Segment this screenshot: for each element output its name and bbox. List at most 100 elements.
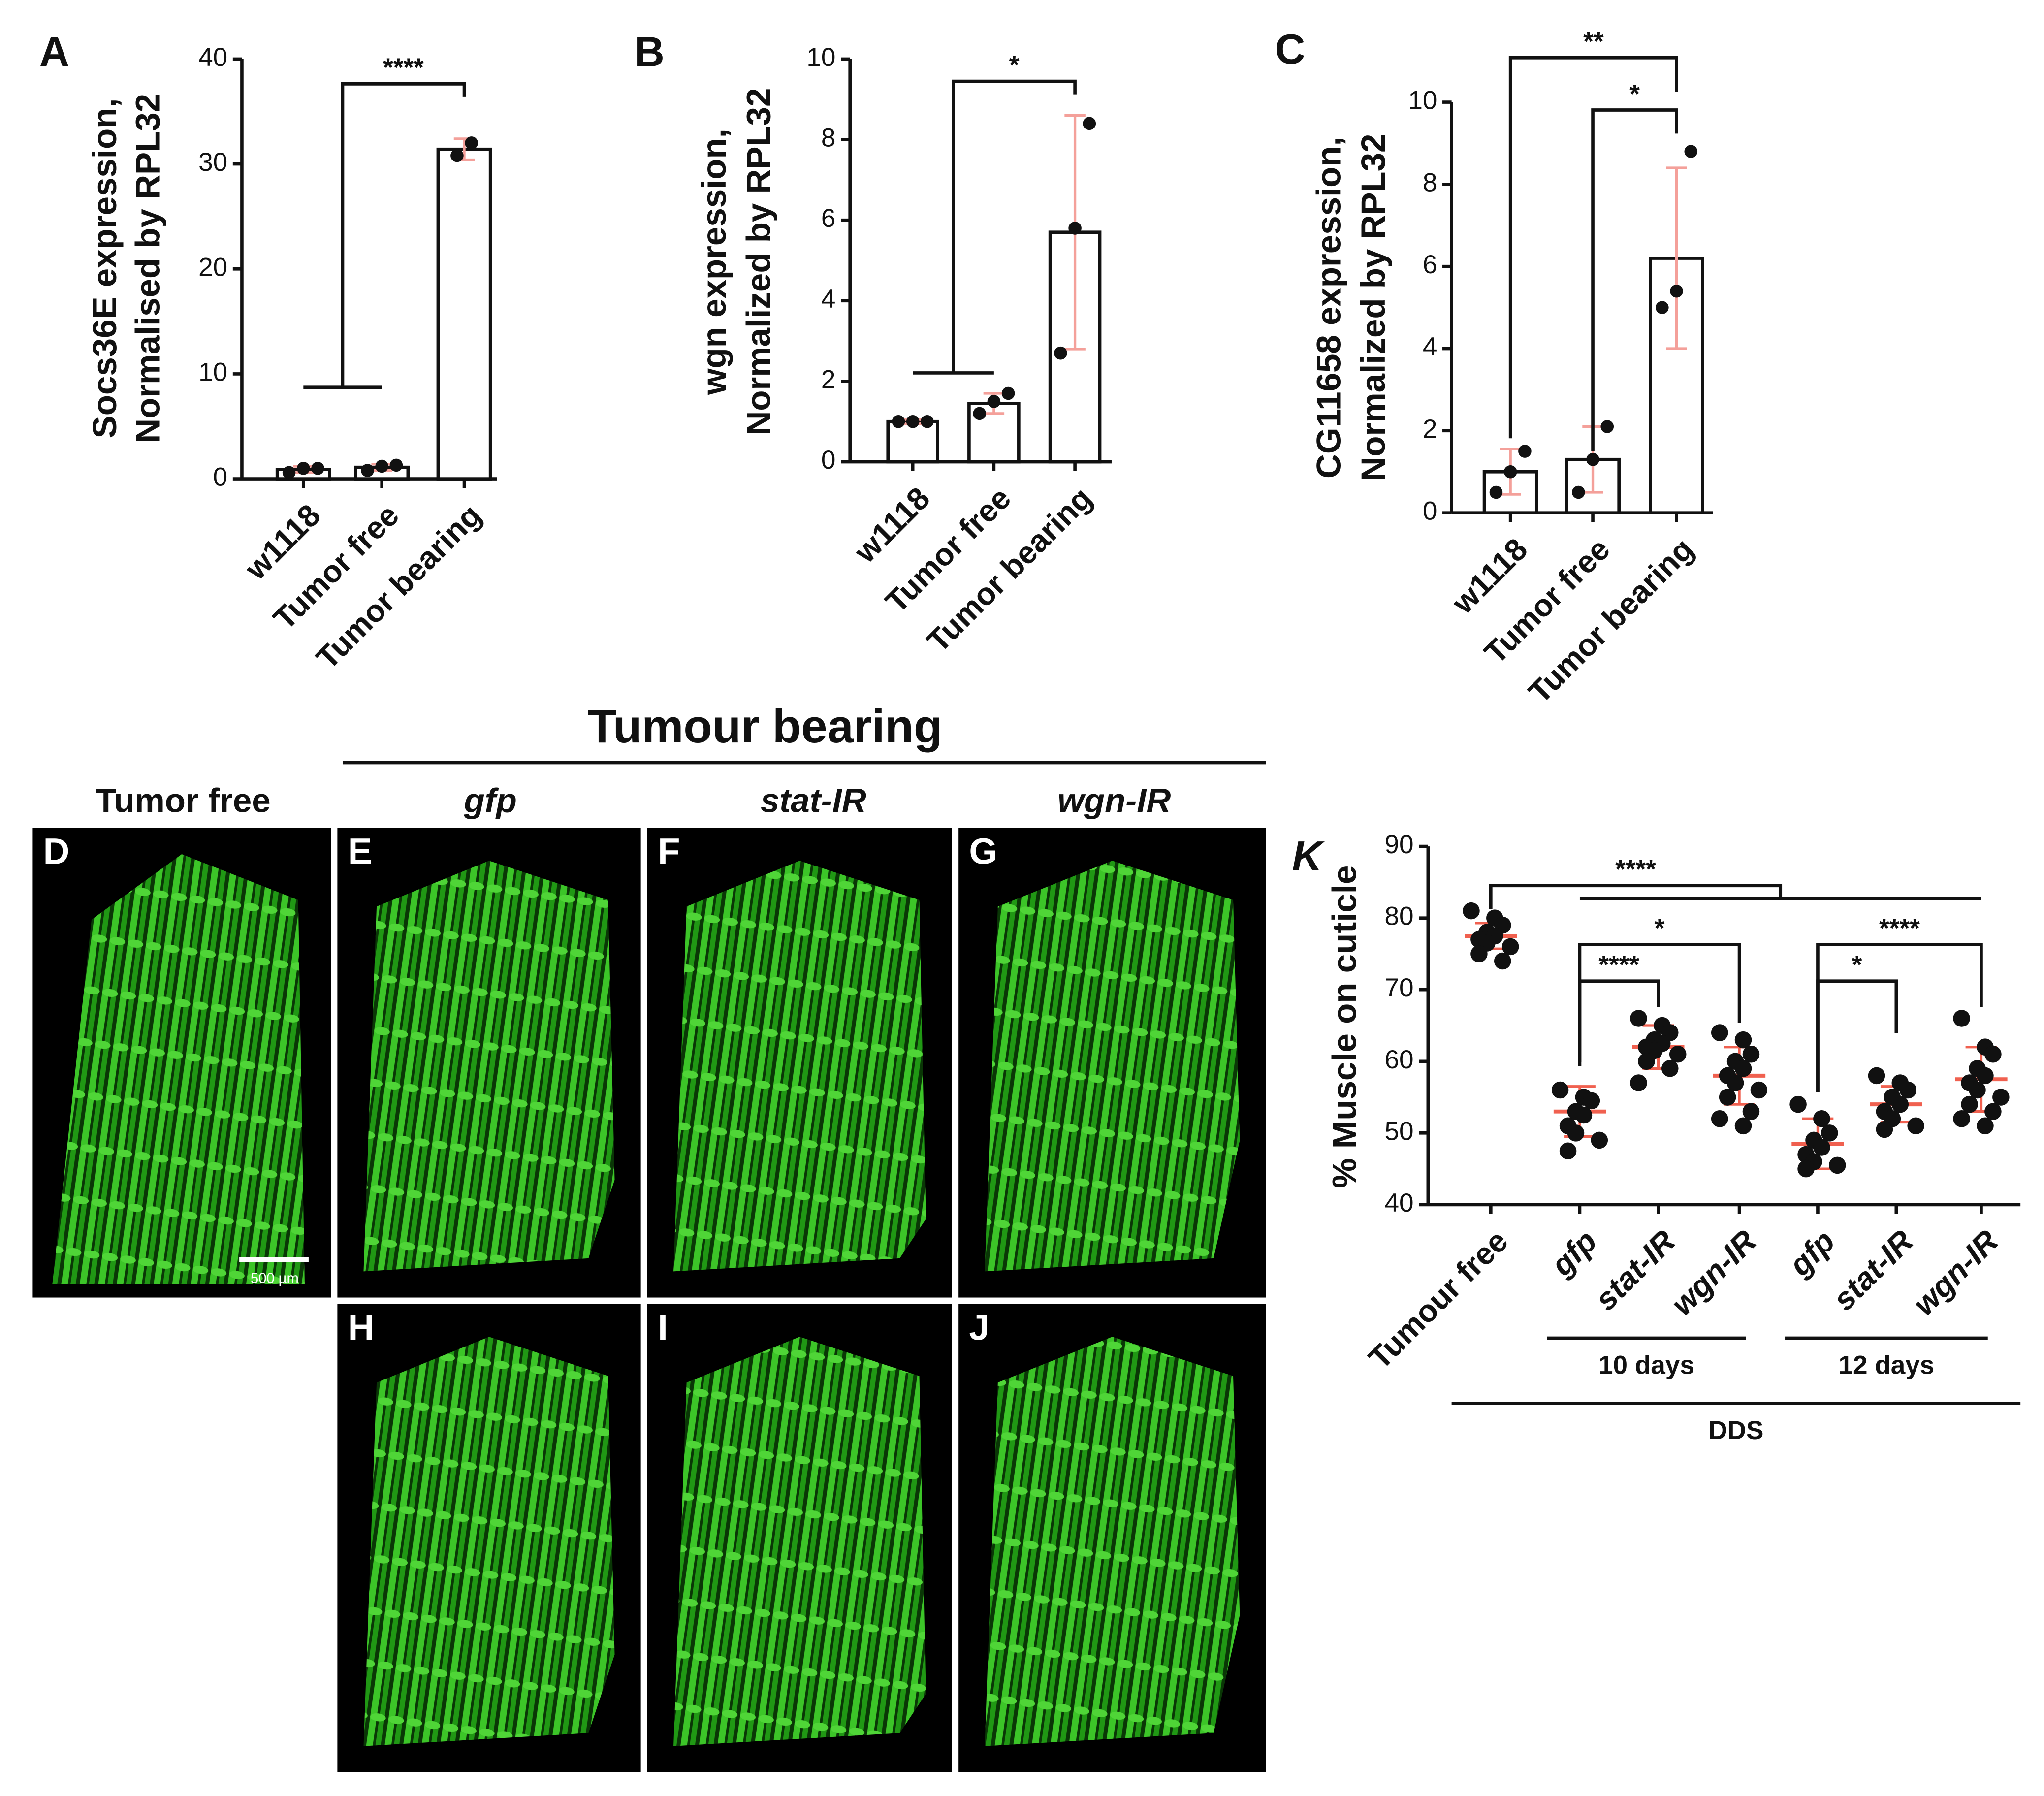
data-point <box>1711 1024 1728 1041</box>
data-point <box>1742 1103 1760 1120</box>
y-tick-label: 8 <box>821 124 836 153</box>
data-point <box>361 464 374 477</box>
y-tick-label: 90 <box>1385 830 1414 859</box>
muscle-tissue <box>985 861 1240 1272</box>
y-tick-label: 4 <box>821 285 836 314</box>
y-axis-label: Socs36E expression, <box>85 98 124 439</box>
data-point <box>892 415 905 428</box>
data-point <box>1054 346 1067 360</box>
data-point <box>1734 1117 1752 1135</box>
x-tick-label: Tumour free <box>1362 1223 1515 1376</box>
y-tick-label: 4 <box>1423 332 1437 361</box>
data-point <box>1734 1060 1752 1077</box>
data-point <box>1969 1081 1986 1099</box>
data-point <box>450 149 464 162</box>
y-tick-label: 0 <box>821 446 836 475</box>
data-point <box>1813 1139 1830 1156</box>
y-tick-label: 0 <box>213 463 228 492</box>
data-point <box>1630 1010 1647 1027</box>
data-point <box>1572 485 1585 499</box>
data-point <box>1711 1110 1728 1127</box>
muscle-tissue <box>363 1337 615 1746</box>
significance-label: **** <box>1598 950 1639 979</box>
bracket <box>1489 884 1783 909</box>
data-point <box>297 462 310 475</box>
x-tick-label: gfp <box>1544 1223 1604 1283</box>
x-tick-label: stat-IR <box>1588 1223 1682 1317</box>
y-axis-label: Normalised by RPL32 <box>128 94 167 443</box>
data-point <box>1661 1060 1679 1077</box>
y-tick-label: 10 <box>806 43 835 72</box>
column-title: gfp <box>463 781 516 820</box>
panel-label: G <box>969 831 997 872</box>
data-point <box>1656 301 1669 314</box>
y-tick-label: 40 <box>1385 1188 1414 1218</box>
data-point <box>311 462 324 475</box>
data-point <box>1600 420 1614 433</box>
data-point <box>1503 465 1517 479</box>
y-tick-label: 70 <box>1385 973 1414 1002</box>
panel-label: A <box>39 29 69 75</box>
data-point <box>1630 1074 1647 1091</box>
data-point <box>1001 386 1015 400</box>
data-point <box>1068 222 1082 235</box>
data-point <box>1977 1067 1994 1085</box>
y-tick-label: 6 <box>1423 250 1437 279</box>
column-title: wgn-IR <box>1057 781 1171 820</box>
y-tick-label: 10 <box>198 357 227 386</box>
panel-label: K <box>1292 833 1325 880</box>
data-point <box>1977 1117 1994 1135</box>
y-tick-label: 20 <box>198 253 227 282</box>
y-tick-label: 10 <box>1408 86 1437 115</box>
bracket <box>1591 108 1678 451</box>
error-bar <box>1666 166 1687 350</box>
data-point <box>1470 945 1488 962</box>
data-point <box>1821 1124 1838 1142</box>
data-point <box>1518 445 1532 458</box>
x-tick-label: stat-IR <box>1826 1223 1920 1317</box>
y-tick-label: 0 <box>1423 497 1437 526</box>
data-point <box>1575 1106 1593 1124</box>
y-axis-label: CG11658 expression, <box>1309 136 1347 479</box>
significance-label: * <box>1009 51 1020 80</box>
y-tick-label: 40 <box>198 43 227 72</box>
muscle-tissue <box>363 861 615 1272</box>
data-point <box>1992 1089 2010 1106</box>
data-point <box>1463 902 1480 920</box>
bar <box>886 419 939 464</box>
significance-label: **** <box>383 53 424 82</box>
significance-label: ** <box>1583 27 1604 56</box>
data-point <box>906 415 920 428</box>
data-point <box>1953 1010 1970 1027</box>
y-axis-label: Normalized by RPL32 <box>739 88 777 436</box>
data-point <box>973 407 986 420</box>
data-point <box>1567 1124 1585 1142</box>
data-point <box>1083 117 1096 130</box>
y-tick-label: 80 <box>1385 902 1414 931</box>
data-point <box>1961 1095 1978 1113</box>
significance-label: * <box>1629 79 1640 108</box>
bracket <box>1816 979 1898 1092</box>
significance-label: * <box>1852 950 1862 979</box>
y-tick-label: 6 <box>821 204 836 233</box>
data-point <box>1638 1053 1655 1070</box>
y-tick-label: 60 <box>1385 1045 1414 1074</box>
bracket <box>341 82 466 387</box>
heading: Tumour bearing <box>588 700 943 753</box>
data-point <box>1583 1092 1600 1110</box>
panel-label: C <box>1275 26 1305 73</box>
data-point <box>1907 1117 1924 1135</box>
data-point <box>1559 1142 1577 1160</box>
column-title: stat-IR <box>761 781 866 820</box>
x-tick-label: gfp <box>1782 1223 1842 1283</box>
data-point <box>1789 1095 1807 1113</box>
bracket <box>1508 56 1678 439</box>
data-point <box>1670 284 1683 298</box>
bracket <box>952 79 1077 373</box>
data-point <box>1984 1045 2002 1063</box>
data-point <box>1891 1095 1909 1113</box>
panel-label: D <box>43 831 70 872</box>
data-point <box>921 415 934 428</box>
y-axis-label: Normalized by RPL32 <box>1354 134 1392 481</box>
